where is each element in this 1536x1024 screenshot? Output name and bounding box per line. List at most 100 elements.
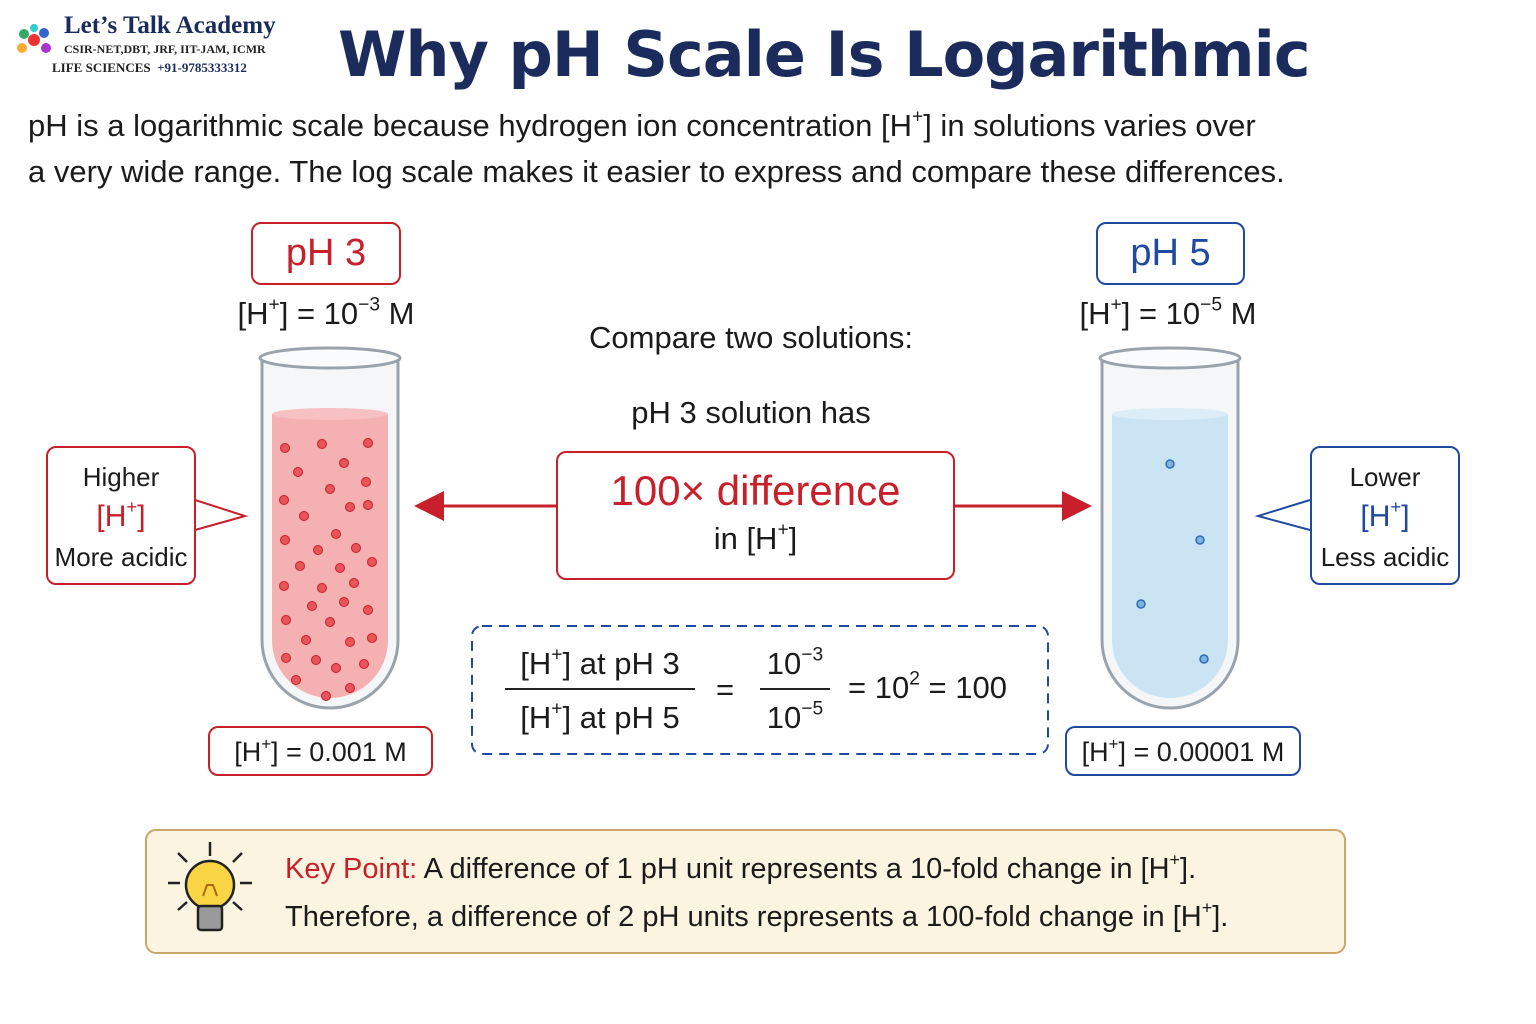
bubble [281,615,291,625]
has-text: pH 3 solution has [631,395,871,430]
text-segment: ] = 0.001 M [270,737,407,767]
bubble [351,543,361,553]
superscript: + [777,519,789,541]
equals: = [716,672,735,707]
concentration: [H+] = 10−5 M [1018,294,1318,332]
text-segment: ] [137,500,146,533]
superscript: + [911,106,924,128]
text-segment: 10 [766,646,802,681]
superscript: + [126,495,138,517]
formula-result: = 102 = 100 [848,668,1007,706]
text-segment: ] at pH 5 [562,700,680,735]
title: Why pH Scale Is Logarithmic [338,18,1311,91]
superscript: + [268,294,280,316]
logo-icon [17,24,51,53]
text-segment: M [380,296,415,331]
text-segment: = 100 [919,670,1007,705]
bubble [339,458,349,468]
callout-text: Lower [1349,462,1421,492]
text-segment: [H [1079,296,1111,331]
superscript: + [1201,897,1213,918]
bubble [339,597,349,607]
bubble [301,635,311,645]
logo-phone: +91-9785333312 [157,60,247,75]
bubble [367,633,377,643]
text-segment: ] [1401,500,1410,533]
bubble [307,601,317,611]
bubble [361,477,371,487]
callout-text: Higher [82,462,160,492]
bubble [331,529,341,539]
superscript: + [261,734,271,754]
fraction-numerator: [H+] at pH 3 [495,644,705,682]
bubble [331,663,341,673]
bubble [349,578,359,588]
bubble [363,438,373,448]
ph-label: pH 3 [251,222,401,285]
text-segment: ] at pH 3 [562,646,680,681]
callout: Lower [H+] Less acidic [1310,446,1460,585]
ph-label: pH 5 [1096,222,1245,285]
text-segment: [H [234,737,262,767]
text-segment: ] = 10 [279,296,359,331]
bubble [367,557,377,567]
callout-ion: [H+] [1312,497,1458,537]
superscript: + [1169,849,1181,870]
key-point-label: Key Point: [285,853,418,885]
text-segment: A difference of 1 pH unit represents a 1… [417,853,1170,885]
logo-name: Let’s Talk Academy [64,12,276,39]
value-box: [H+] = 0.001 M [208,726,433,776]
superscript: + [1110,294,1122,316]
key-point-line: Key Point: A difference of 1 pH unit rep… [285,850,1196,886]
text-segment: ] = 10 [1121,296,1201,331]
logo-line: LIFE SCIENCES +91-9785333312 [52,60,247,76]
bubble [325,484,335,494]
superscript: + [1108,734,1119,754]
bubble [279,495,289,505]
logo-line: CSIR-NET,DBT, JRF, IIT-JAM, ICMR [64,42,266,56]
text-segment: pH is a logarithmic scale because hydrog… [28,108,912,143]
bubble [281,653,291,663]
text-segment: Therefore, a difference of 2 pH units re… [285,901,1202,933]
text-segment: ] in solutions varies over [923,108,1256,143]
callout-text: More acidic [54,542,188,572]
bubble [293,467,303,477]
bubble [345,502,355,512]
intro-line: pH is a logarithmic scale because hydrog… [28,106,1256,144]
superscript: −5 [1200,294,1223,316]
bubble [295,561,305,571]
bubble [345,637,355,647]
text-segment: [H [237,296,269,331]
bubble [291,675,301,685]
formula-box [471,625,1049,755]
fraction-denominator: [H+] at pH 5 [495,698,705,736]
bubble [280,443,290,453]
superscript: −5 [801,698,824,720]
bubble [317,439,327,449]
text-segment: M [1222,296,1257,331]
callout-ion: [H+] [48,497,194,537]
key-point-box [145,829,1346,954]
callout-pointer [1254,499,1311,531]
difference-box: 100× difference in [H+] [556,451,955,580]
bubble [359,659,369,669]
text-segment: 10 [766,700,802,735]
test-tube-right [1098,346,1242,710]
bubble [313,545,323,555]
bubble [280,535,290,545]
bulb-icon [168,842,252,932]
superscript: −3 [358,294,381,316]
superscript: 2 [909,668,920,690]
superscript: + [1390,495,1402,517]
logo-text: LIFE SCIENCES [52,60,151,75]
bubble [311,655,321,665]
difference-sub: in [H+] [558,519,953,557]
bubble [345,683,355,693]
bubble [363,500,373,510]
bubble [335,563,345,573]
text-segment: [H [96,500,127,533]
callout-text: Less acidic [1320,542,1450,572]
superscript: + [551,698,563,720]
bubble [299,511,309,521]
superscript: + [551,644,563,666]
